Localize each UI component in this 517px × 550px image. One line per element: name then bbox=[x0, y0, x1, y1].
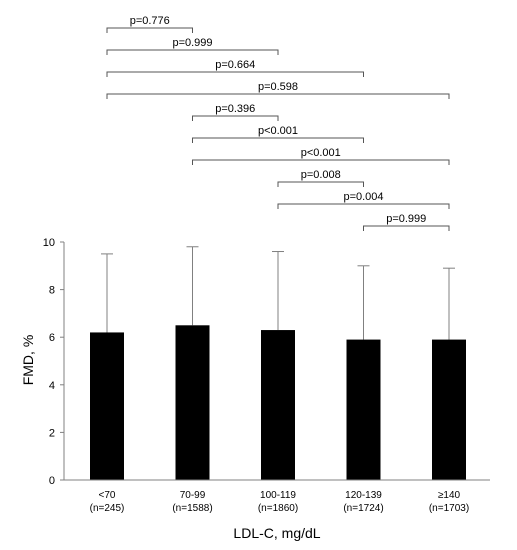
comparison-bracket bbox=[363, 225, 450, 231]
bar bbox=[261, 330, 295, 480]
comparison-bracket bbox=[192, 137, 364, 143]
y-axis: 0 2 4 6 8 10 bbox=[43, 237, 65, 487]
x-tick-sample-size: (n=245) bbox=[90, 503, 125, 514]
x-tick-sample-size: (n=1860) bbox=[258, 503, 298, 514]
comparison-bracket bbox=[277, 203, 450, 209]
x-tick-label: ≥140 bbox=[438, 490, 461, 501]
comparison-bracket bbox=[192, 159, 450, 165]
x-tick-sample-size: (n=1724) bbox=[343, 503, 383, 514]
p-value-label: p=0.664 bbox=[215, 59, 255, 71]
x-tick-sample-size: (n=1588) bbox=[172, 503, 212, 514]
comparison-bracket bbox=[106, 27, 193, 33]
comparison-bracket bbox=[106, 93, 450, 99]
y-tick-label: 8 bbox=[49, 285, 55, 297]
p-value-label: p=0.004 bbox=[343, 191, 383, 203]
comparison-bracket bbox=[106, 71, 364, 77]
bar bbox=[90, 332, 124, 480]
p-value-label: p<0.001 bbox=[301, 147, 341, 159]
x-axis: <70 (n=245) 70-99 (n=1588) 100-119 (n=1860) 12… bbox=[64, 479, 490, 514]
x-tick-label: 100-119 bbox=[260, 490, 296, 501]
x-tick-label: <70 bbox=[99, 490, 116, 501]
error-bars bbox=[101, 246, 455, 340]
comparison-brackets: p=0.776p=0.999p=0.664p=0.598p=0.396p<0.0… bbox=[106, 15, 450, 231]
bar bbox=[346, 339, 381, 480]
p-value-label: p=0.999 bbox=[172, 37, 212, 49]
bar bbox=[175, 325, 210, 480]
y-tick-label: 2 bbox=[49, 427, 55, 439]
comparison-bracket bbox=[106, 49, 279, 55]
p-value-label: p=0.396 bbox=[215, 103, 255, 115]
y-tick-label: 6 bbox=[49, 332, 55, 344]
p-value-label: p=0.008 bbox=[301, 169, 341, 181]
bars bbox=[90, 325, 466, 480]
x-tick-sample-size: (n=1703) bbox=[429, 503, 469, 514]
y-tick-label: 10 bbox=[43, 237, 55, 249]
comparison-bracket bbox=[277, 181, 364, 187]
p-value-label: p=0.598 bbox=[258, 81, 298, 93]
p-value-label: p=0.776 bbox=[130, 15, 170, 27]
y-axis-title: FMD, % bbox=[20, 335, 36, 386]
x-tick-label: 70-99 bbox=[180, 490, 206, 501]
p-value-label: p<0.001 bbox=[258, 125, 298, 137]
x-axis-title: LDL-C, mg/dL bbox=[233, 525, 320, 541]
x-tick-label: 120-139 bbox=[345, 490, 382, 501]
bar bbox=[432, 339, 466, 480]
y-tick-label: 0 bbox=[49, 475, 55, 487]
y-tick-label: 4 bbox=[49, 380, 55, 392]
p-value-label: p=0.999 bbox=[386, 213, 426, 225]
comparison-bracket bbox=[192, 115, 279, 121]
